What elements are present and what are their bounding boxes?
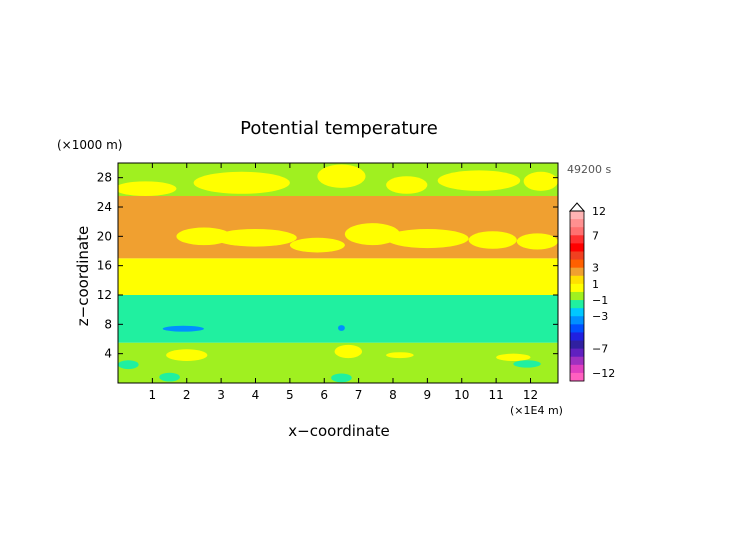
colorbar-label: −1 [592,294,608,307]
colorbar-label: 7 [592,229,599,242]
colorbar-swatch [570,235,584,244]
y-tick-label: 16 [97,259,112,273]
colorbar-extend-arrow [568,202,586,212]
colorbar-label: 12 [592,205,606,218]
colorbar-swatch [570,324,584,333]
contour-blob-11 [437,170,521,191]
colorbar-swatch [570,227,584,236]
colorbar-swatch [570,348,584,358]
contour-blob-4 [386,229,469,249]
contour-blob-5 [468,231,517,249]
colorbar-label: −7 [592,343,608,356]
colorbar-swatch [570,219,584,228]
colorbar-label: −12 [592,367,615,380]
colorbar-swatch [570,291,584,301]
x-tick-label: 3 [217,388,225,402]
y-tick-label: 24 [97,200,112,214]
contour-blob-8 [193,171,290,194]
x-tick-label: 2 [183,388,191,402]
y-axis: 4 8 12 16 20 24 28 [97,171,558,361]
x-unit-label: (×1E4 m) [510,404,563,417]
contour-blob-1 [214,229,297,247]
contour-blob-17 [386,352,414,359]
colorbar-swatch [570,251,584,260]
x-tick-label: 4 [252,388,260,402]
contour-blob-14 [338,325,345,331]
colorbar-label: 3 [592,262,599,275]
contour-blob-18 [496,353,531,362]
x-tick-label: 8 [389,388,397,402]
contour-band-1 [118,295,558,343]
contour-blob-13 [162,325,204,332]
colorbar-swatch [570,364,584,374]
plot-frame [117,162,559,384]
colorbar-swatch [570,356,584,366]
y-tick-label: 28 [97,171,112,185]
y-axis-label: z−coordinate [74,226,92,326]
x-tick-label: 11 [488,388,503,402]
y-tick-label: 8 [104,317,112,331]
contour-band-2 [118,258,558,295]
x-tick-label: 9 [424,388,432,402]
y-tick-label: 12 [97,288,112,302]
contour-blob-22 [331,373,352,383]
contour-blob-10 [386,176,428,194]
contour-blob-7 [118,181,177,196]
x-tick-label: 1 [149,388,157,402]
contour-blob-15 [334,344,363,359]
colorbar-label: −3 [592,310,608,323]
colorbar-swatch [570,211,584,220]
colorbar-swatch [570,300,584,309]
contour-blob-21 [159,372,180,382]
colorbar-label: 1 [592,278,599,291]
x-tick-label: 5 [286,388,294,402]
x-tick-label: 10 [454,388,469,402]
colorbar-swatch [570,267,584,277]
y-tick-label: 20 [97,229,112,243]
chart-title: Potential temperature [240,118,438,139]
contour-blob-9 [317,164,366,188]
x-tick-label: 6 [320,388,328,402]
x-axis-label: x−coordinate [288,422,389,440]
colorbar-swatch [570,316,584,325]
y-unit-label: (×1000 m) [57,138,122,152]
colorbar-swatch [570,340,584,350]
contour-blob-20 [513,360,541,368]
colorbar-swatch [570,275,584,285]
contour-blob-6 [516,233,558,250]
colorbar-swatch [570,259,584,269]
y-tick-label: 4 [104,347,112,361]
colorbar-swatch [570,372,584,382]
colorbar-swatch [570,243,584,252]
x-tick-label: 7 [355,388,363,402]
x-axis: 1 2 3 4 5 6 7 8 9 10 11 12 [149,163,538,402]
contour-blob-16 [166,349,208,361]
x-tick-label: 12 [523,388,538,402]
colorbar: 12 7 3 1 −1 −3 −7 −12 [568,202,615,382]
contour-blob-12 [523,171,558,191]
colorbar-swatch [570,332,584,341]
colorbar-swatch [570,283,584,293]
colorbar-swatch [570,308,584,317]
contour-blob-19 [118,360,139,370]
colorbar-frame [569,210,585,382]
contour-blob-2 [289,237,345,253]
time-label: 49200 s [567,163,611,176]
contour-field [118,163,558,383]
contour-blob-3 [344,223,400,246]
